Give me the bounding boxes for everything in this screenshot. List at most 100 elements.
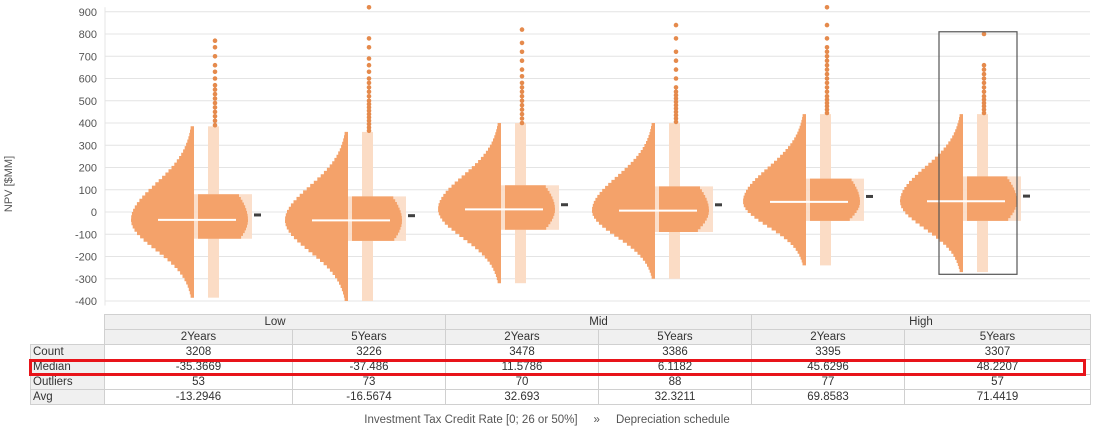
outlier-point[interactable] <box>981 107 987 112</box>
outlier-point[interactable] <box>824 36 830 41</box>
outlier-point[interactable] <box>824 22 830 28</box>
outlier-point[interactable] <box>673 76 679 81</box>
outlier-point[interactable] <box>824 67 830 72</box>
outlier-point[interactable] <box>366 121 372 127</box>
outlier-point[interactable] <box>212 38 218 43</box>
outlier-point[interactable] <box>366 105 372 110</box>
outlier-point[interactable] <box>824 97 830 102</box>
outlier-point[interactable] <box>981 80 987 86</box>
outlier-point[interactable] <box>519 120 525 126</box>
outlier-point[interactable] <box>981 85 987 90</box>
outlier-point[interactable] <box>981 100 987 106</box>
violin-density-right[interactable] <box>810 178 860 221</box>
violin-mid-2years[interactable] <box>438 27 568 284</box>
outlier-point[interactable] <box>519 94 525 99</box>
outlier-point[interactable] <box>519 107 525 112</box>
outlier-point[interactable] <box>366 80 372 86</box>
x-axis-label-itc-rate[interactable]: Investment Tax Credit Rate [0; 26 or 50%… <box>364 414 578 426</box>
outlier-point[interactable] <box>673 36 679 41</box>
outlier-point[interactable] <box>981 76 987 81</box>
outlier-point[interactable] <box>212 69 218 75</box>
outlier-point[interactable] <box>824 107 830 112</box>
violin-density-right[interactable] <box>352 196 402 241</box>
outlier-point[interactable] <box>673 89 679 95</box>
violin-shape[interactable] <box>131 126 194 298</box>
outlier-point[interactable] <box>519 98 525 104</box>
outlier-point[interactable] <box>366 98 372 104</box>
outlier-point[interactable] <box>212 82 218 88</box>
outlier-point[interactable] <box>673 116 679 121</box>
outlier-point[interactable] <box>366 69 372 75</box>
outlier-point[interactable] <box>366 108 372 114</box>
violin-shape[interactable] <box>285 131 348 301</box>
outlier-point[interactable] <box>212 62 218 68</box>
outlier-point[interactable] <box>824 71 830 77</box>
outlier-point[interactable] <box>212 76 218 81</box>
outlier-point[interactable] <box>824 89 830 95</box>
outlier-point[interactable] <box>981 31 987 37</box>
outlier-point[interactable] <box>519 27 525 32</box>
outlier-point[interactable] <box>981 104 987 109</box>
outlier-point[interactable] <box>824 104 830 109</box>
violin-density-right[interactable] <box>967 176 1017 221</box>
outlier-point[interactable] <box>673 106 679 111</box>
violin-shape[interactable] <box>592 123 655 279</box>
outlier-point[interactable] <box>366 89 372 95</box>
outlier-point[interactable] <box>366 94 372 99</box>
outlier-point[interactable] <box>212 114 218 119</box>
outlier-point[interactable] <box>366 5 372 10</box>
outlier-point[interactable] <box>519 80 525 86</box>
outlier-point[interactable] <box>519 89 525 95</box>
outlier-point[interactable] <box>366 62 372 68</box>
outlier-point[interactable] <box>981 71 987 77</box>
outlier-point[interactable] <box>519 67 525 72</box>
outlier-point[interactable] <box>824 5 830 10</box>
outlier-point[interactable] <box>212 100 218 106</box>
violin-low-2years[interactable] <box>131 38 261 298</box>
outlier-point[interactable] <box>673 112 679 118</box>
outlier-point[interactable] <box>824 58 830 63</box>
outlier-point[interactable] <box>366 76 372 81</box>
outlier-point[interactable] <box>673 85 679 90</box>
outlier-point[interactable] <box>519 116 525 121</box>
outlier-point[interactable] <box>824 49 830 55</box>
outlier-point[interactable] <box>366 128 372 134</box>
outlier-point[interactable] <box>519 40 525 46</box>
violin-series[interactable] <box>131 5 1030 301</box>
outlier-point[interactable] <box>981 67 987 72</box>
outlier-point[interactable] <box>673 49 679 55</box>
outlier-point[interactable] <box>519 49 525 55</box>
violin-shape[interactable] <box>900 114 963 273</box>
outlier-point[interactable] <box>673 22 679 28</box>
outlier-point[interactable] <box>981 97 987 102</box>
outlier-point[interactable] <box>673 96 679 101</box>
outlier-point[interactable] <box>519 111 525 117</box>
outlier-point[interactable] <box>212 96 218 101</box>
outlier-point[interactable] <box>673 67 679 72</box>
outlier-point[interactable] <box>366 45 372 50</box>
outlier-point[interactable] <box>673 58 679 63</box>
outlier-point[interactable] <box>673 119 679 125</box>
violin-high-2years[interactable] <box>743 5 873 266</box>
outlier-point[interactable] <box>212 87 218 92</box>
outlier-point[interactable] <box>824 94 830 99</box>
outlier-point[interactable] <box>212 54 218 59</box>
x-axis-hierarchy-label[interactable]: Investment Tax Credit Rate [0; 26 or 50%… <box>0 414 1094 426</box>
violin-shape[interactable] <box>743 114 806 266</box>
outlier-point[interactable] <box>981 110 987 116</box>
outlier-point[interactable] <box>366 115 372 120</box>
outlier-point[interactable] <box>673 109 679 115</box>
outlier-point[interactable] <box>824 110 830 116</box>
violin-density-right[interactable] <box>659 186 709 232</box>
outlier-point[interactable] <box>519 102 525 108</box>
violin-low-5years[interactable] <box>285 5 415 301</box>
outlier-point[interactable] <box>212 105 218 110</box>
outlier-point[interactable] <box>366 85 372 90</box>
outlier-point[interactable] <box>519 85 525 90</box>
outlier-point[interactable] <box>824 85 830 90</box>
violin-mid-5years[interactable] <box>592 22 722 279</box>
outlier-point[interactable] <box>366 56 372 61</box>
outlier-point[interactable] <box>366 111 372 117</box>
outlier-point[interactable] <box>212 122 218 128</box>
outlier-point[interactable] <box>824 62 830 68</box>
